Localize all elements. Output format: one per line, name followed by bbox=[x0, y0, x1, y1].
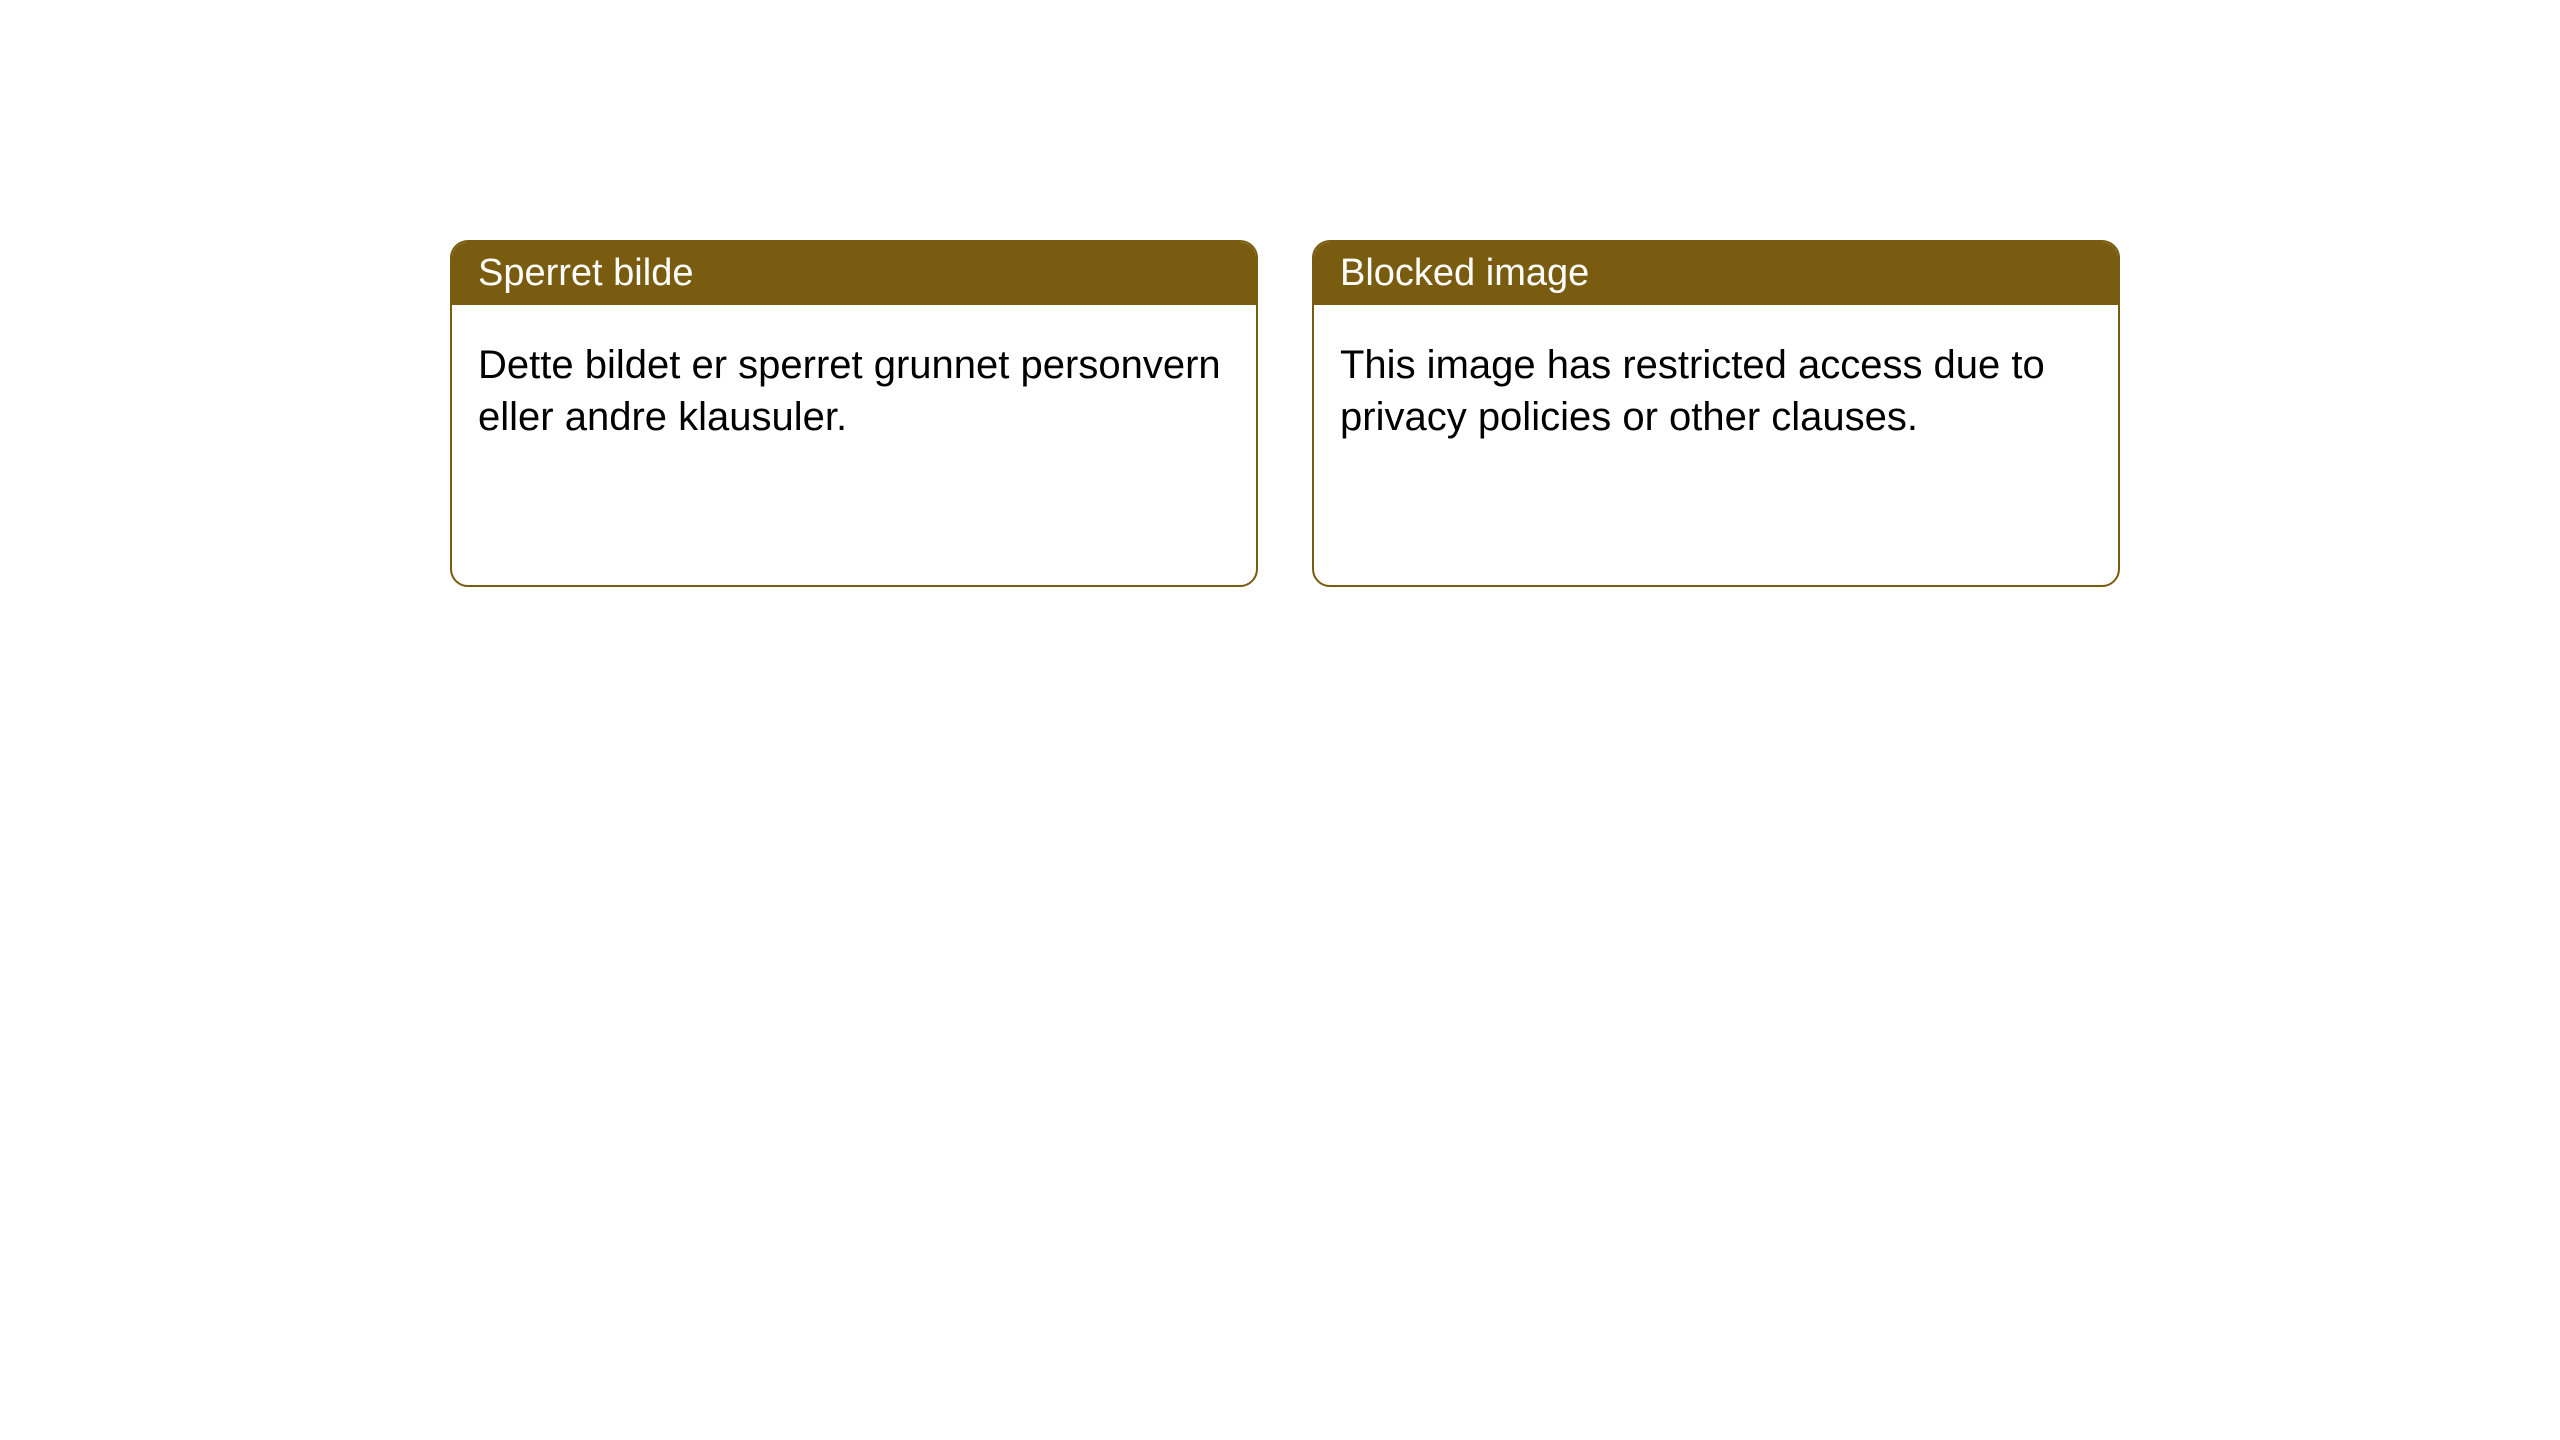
card-body: This image has restricted access due to … bbox=[1314, 305, 2118, 585]
card-header-text: Blocked image bbox=[1340, 252, 1589, 294]
card-header-text: Sperret bilde bbox=[478, 252, 693, 294]
notice-card-norwegian: Sperret bilde Dette bildet er sperret gr… bbox=[450, 240, 1258, 587]
card-header: Blocked image bbox=[1314, 242, 2118, 305]
notice-card-english: Blocked image This image has restricted … bbox=[1312, 240, 2120, 587]
card-body: Dette bildet er sperret grunnet personve… bbox=[452, 305, 1256, 585]
card-body-text: Dette bildet er sperret grunnet personve… bbox=[478, 343, 1221, 439]
card-body-text: This image has restricted access due to … bbox=[1340, 343, 2045, 439]
card-header: Sperret bilde bbox=[452, 242, 1256, 305]
notice-container: Sperret bilde Dette bildet er sperret gr… bbox=[0, 0, 2560, 587]
